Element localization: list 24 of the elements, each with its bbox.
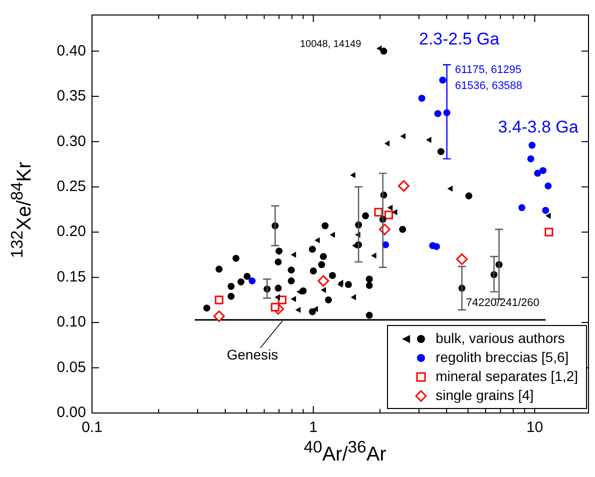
legend-label: bulk, various authors [436, 329, 565, 348]
y-tick-label: 0.40 [56, 42, 86, 60]
legend-label: mineral separates [1,2] [436, 367, 578, 386]
legend-label: regolith breccias [5,6] [436, 348, 569, 367]
annotation: 61536, 63588 [455, 80, 522, 92]
x-axis-title: $^{40}$Ar/$^{36}$Ar [304, 438, 386, 466]
x-tick-label: 0.1 [82, 419, 102, 436]
y-tick-label: 0.20 [56, 223, 86, 240]
series-label: Genesis [226, 346, 278, 363]
annotation: 2.3-2.5 Ga [419, 30, 500, 49]
annotation: 10048, 14149 [300, 38, 362, 50]
x-tick-label: 10 [526, 419, 544, 436]
y-tick-label: 0.00 [56, 404, 86, 422]
y-tick-label: 0.05 [56, 358, 86, 376]
annotation: 3.4-3.8 Ga [498, 118, 579, 137]
annotation: 61175, 61295 [455, 64, 522, 76]
legend-label: single grains [4] [436, 386, 534, 405]
y-tick-label: 0.10 [56, 314, 86, 331]
annotation: 74220/241/260 [466, 297, 540, 310]
x-tick-label: 1 [309, 419, 318, 436]
y-tick-label: 0.25 [56, 178, 86, 196]
y-tick-label: 0.30 [56, 132, 86, 150]
y-tick-label: 0.15 [56, 268, 86, 286]
y-tick-label: 0.35 [56, 88, 86, 105]
